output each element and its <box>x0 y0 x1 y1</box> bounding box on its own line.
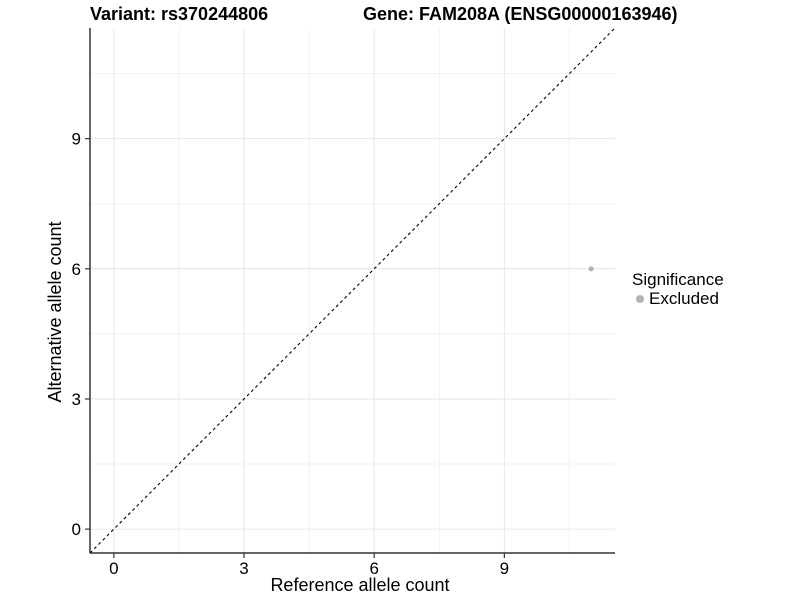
legend-item-excluded: Excluded <box>636 290 724 308</box>
x-tick-label: 3 <box>239 559 248 578</box>
y-tick-label: 0 <box>72 520 81 539</box>
excluded-point-swatch-icon <box>636 295 644 303</box>
legend: Significance Excluded <box>632 269 724 308</box>
plot-title-gene: Gene: FAM208A (ENSG00000163946) <box>363 4 678 24</box>
plot-layers: 0 3 6 9 0 3 6 9 <box>72 27 616 578</box>
x-axis-title: Reference allele count <box>270 575 449 595</box>
plot-title-variant: Variant: rs370244806 <box>90 4 269 24</box>
identity-line <box>89 27 616 554</box>
legend-item-label: Excluded <box>649 289 719 308</box>
y-axis-title: Alternative allele count <box>45 221 65 402</box>
y-tick-label: 9 <box>72 130 81 149</box>
x-tick-label: 9 <box>500 559 509 578</box>
x-tick-label: 0 <box>109 559 118 578</box>
y-tick-label: 6 <box>72 260 81 279</box>
y-tick-label: 3 <box>72 390 81 409</box>
legend-title: Significance <box>632 270 724 289</box>
x-tick-label: 6 <box>369 559 378 578</box>
data-point <box>588 266 594 272</box>
